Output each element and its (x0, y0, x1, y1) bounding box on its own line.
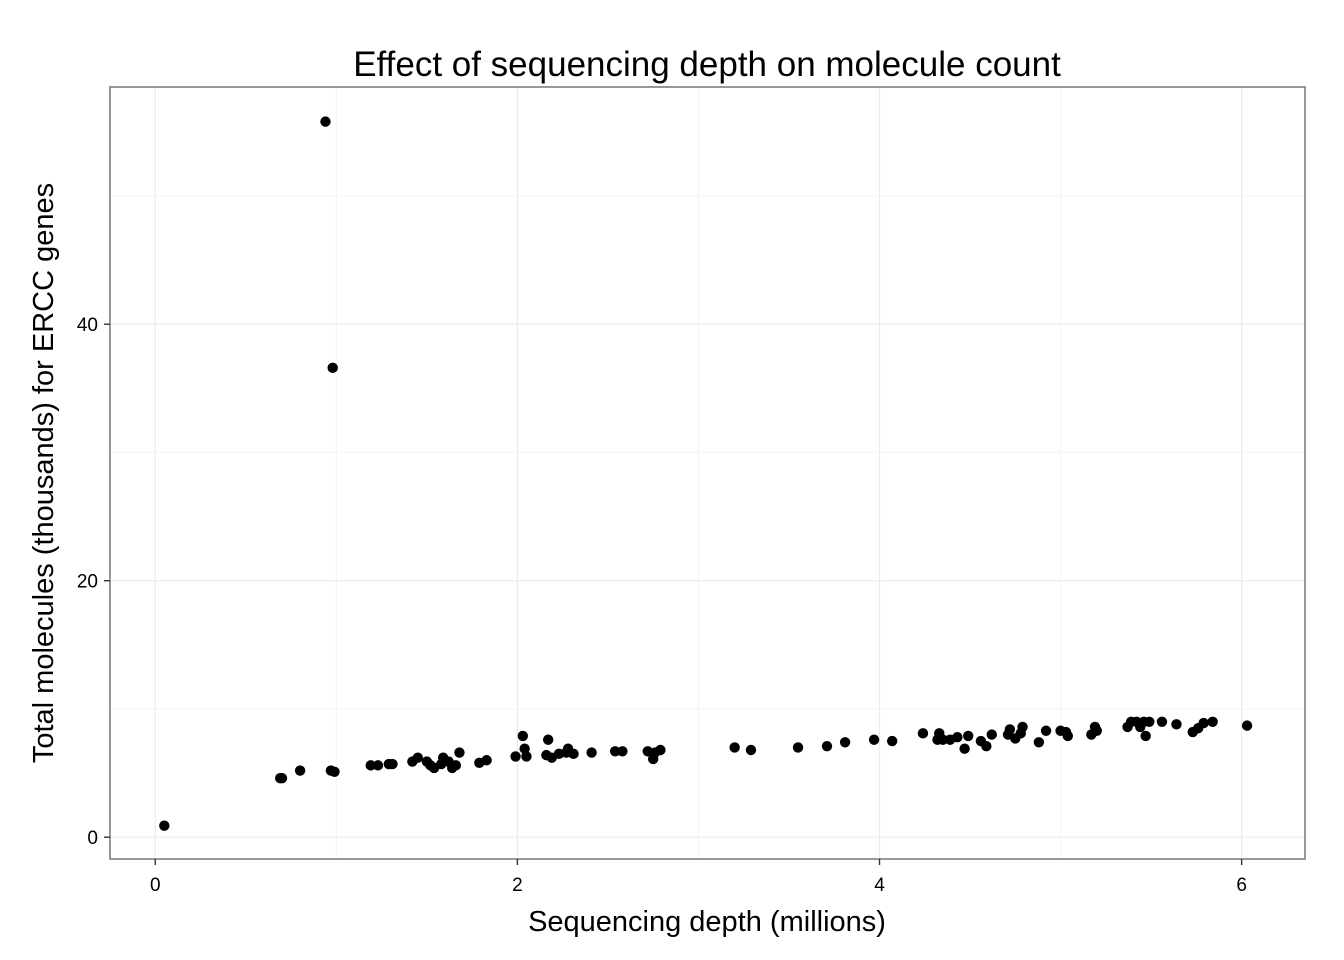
data-point (821, 740, 833, 752)
data-point (542, 734, 554, 745)
data-point (986, 729, 997, 740)
data-point (952, 731, 963, 743)
data-point (1171, 719, 1182, 730)
y-axis-label: Total molecules (thousands) for ERCC gen… (28, 183, 60, 763)
data-point (1144, 716, 1155, 727)
data-point (745, 744, 757, 756)
data-point (1140, 730, 1151, 742)
data-point (276, 773, 288, 784)
chart-title: Effect of sequencing depth on molecule c… (353, 45, 1061, 84)
data-point (1156, 716, 1168, 727)
data-point (372, 760, 384, 771)
data-point (454, 747, 465, 758)
y-tick-label: 20 (77, 572, 98, 593)
data-point (609, 746, 621, 757)
data-point (868, 734, 880, 745)
data-point (886, 735, 898, 747)
data-point (568, 748, 579, 760)
data-point (981, 740, 992, 752)
plot-panel (110, 87, 1305, 859)
data-point (1207, 716, 1218, 727)
data-point (329, 766, 340, 777)
data-point (1033, 737, 1045, 748)
data-point (586, 747, 597, 758)
data-point (412, 752, 424, 763)
x-tick-label: 6 (1236, 875, 1247, 896)
axis-ticks: 0 2 4 6 0 20 40 (77, 315, 1247, 896)
data-point (963, 730, 974, 742)
x-tick-label: 2 (512, 875, 523, 896)
x-axis-label: Sequencing depth (millions) (528, 906, 886, 938)
data-point (521, 751, 532, 762)
panel-border (109, 86, 1306, 860)
data-point (517, 730, 529, 742)
data-points (159, 116, 1253, 831)
data-point (450, 760, 462, 771)
data-point (959, 743, 970, 754)
data-point (839, 737, 851, 748)
x-tick-label: 4 (874, 875, 885, 896)
data-point (387, 758, 398, 770)
data-point (937, 734, 949, 745)
y-tick-label: 40 (77, 315, 98, 336)
data-point (1004, 724, 1016, 735)
y-tick-label: 0 (87, 828, 98, 849)
data-point (365, 760, 376, 771)
data-point (792, 742, 804, 753)
x-tick-label: 0 (150, 875, 161, 896)
data-point (1017, 721, 1028, 733)
data-point (327, 362, 338, 374)
data-point (1241, 720, 1253, 731)
data-point (510, 751, 521, 762)
data-point (617, 746, 628, 757)
data-point (1062, 730, 1074, 742)
data-point (159, 820, 170, 831)
data-point (1040, 725, 1052, 736)
data-point (320, 116, 331, 127)
data-point (294, 765, 306, 776)
data-point (481, 755, 492, 766)
data-point (917, 728, 929, 739)
grid-lines (110, 87, 1305, 859)
data-point (729, 742, 740, 753)
data-point (1091, 725, 1102, 736)
data-point (655, 744, 666, 756)
data-point (1198, 717, 1209, 729)
